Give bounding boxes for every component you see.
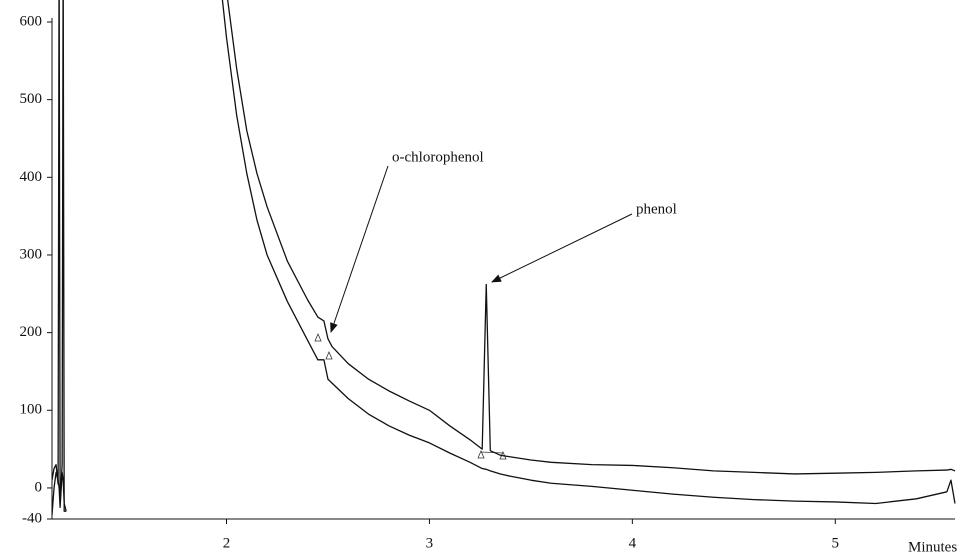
x-tick-label: 5 — [832, 535, 840, 551]
y-tick-label: 400 — [20, 169, 43, 185]
y-tick-label: 0 — [35, 479, 43, 495]
trace — [52, 0, 956, 512]
plot-area — [52, 0, 956, 516]
x-tick-label: 2 — [223, 535, 231, 551]
y-tick-label: 300 — [20, 246, 43, 262]
y-tick-label: 600 — [20, 13, 43, 29]
x-tick-label: 3 — [426, 535, 434, 551]
peak-markers — [314, 332, 507, 460]
annotation: phenol — [636, 201, 677, 217]
annotation: o-chlorophenol — [392, 149, 484, 165]
x-axis-label: Minutes — [908, 539, 957, 555]
y-tick-label: 500 — [20, 91, 43, 107]
y-tick-label: -40 — [22, 510, 42, 526]
y-tick-label: 200 — [20, 324, 43, 340]
annotation-arrow — [491, 213, 633, 283]
trace — [52, 0, 956, 516]
annotation-arrow — [330, 165, 389, 333]
x-tick-label: 4 — [629, 535, 637, 551]
y-tick-label: 100 — [20, 402, 43, 418]
